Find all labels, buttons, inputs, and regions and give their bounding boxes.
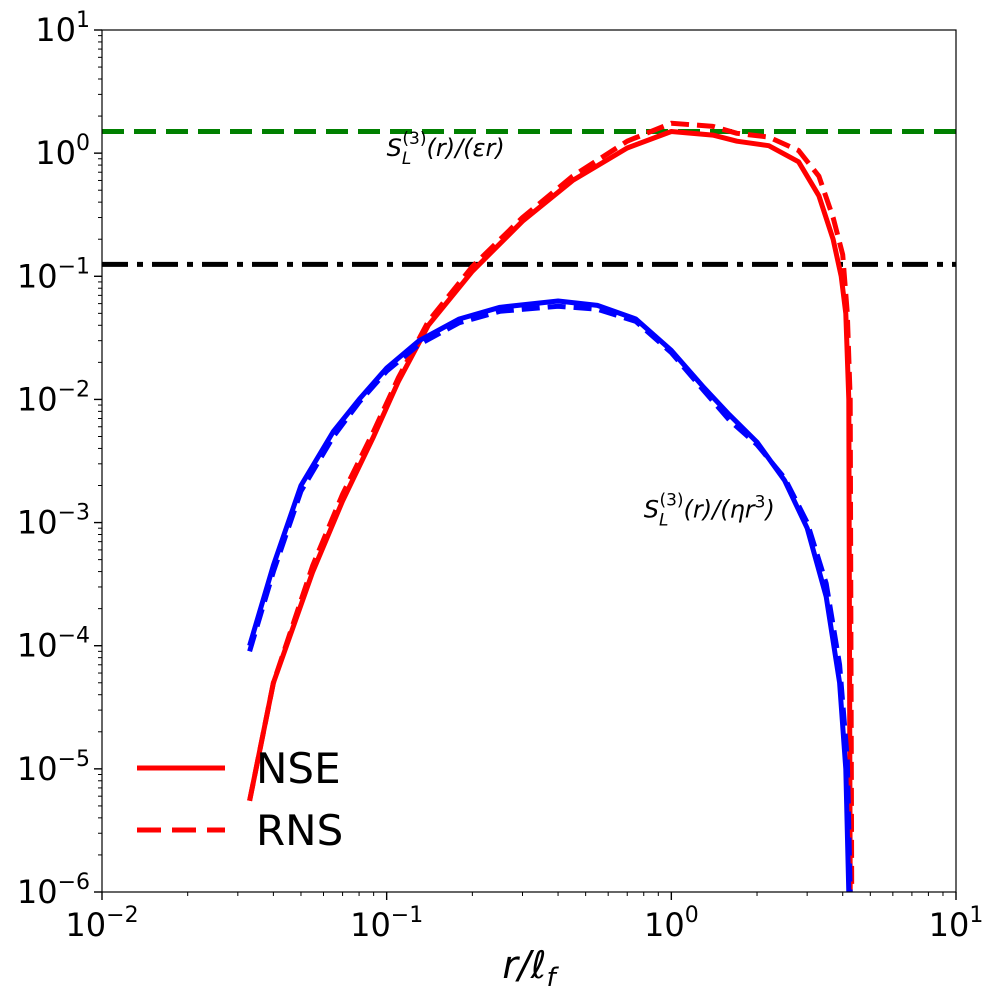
x-tick-label: 10−1 bbox=[350, 903, 423, 944]
y-tick-label: 10−6 bbox=[17, 870, 90, 911]
series-line-red-solid bbox=[247, 129, 853, 892]
y-tick-label: 10−5 bbox=[17, 747, 90, 788]
y-tick-label: 10−1 bbox=[17, 254, 90, 295]
series-line-red-dashed bbox=[247, 120, 855, 892]
y-tick-label: 10−2 bbox=[17, 377, 90, 418]
annotation-eta: SL(3)(r)/(ηr3) bbox=[644, 490, 775, 530]
plot-area bbox=[102, 30, 956, 892]
y-tick-label: 100 bbox=[35, 131, 90, 172]
x-tick-label: 100 bbox=[644, 903, 699, 944]
plot-frame bbox=[101, 29, 957, 893]
y-tick-label: 10−4 bbox=[17, 624, 90, 665]
x-tick-label: 10−2 bbox=[65, 903, 138, 944]
y-tick-label: 101 bbox=[35, 8, 90, 49]
legend-label: NSE bbox=[256, 744, 341, 793]
y-tick-label: 10−3 bbox=[17, 501, 90, 542]
legend: NSE RNS bbox=[137, 744, 343, 855]
x-axis-label: r/ℓf bbox=[502, 943, 559, 993]
series-line-blue-solid bbox=[247, 298, 852, 892]
legend-label: RNS bbox=[256, 806, 343, 855]
x-tick-label: 101 bbox=[929, 903, 984, 944]
annotation-eps: SL(3)(r)/(εr) bbox=[387, 129, 505, 169]
